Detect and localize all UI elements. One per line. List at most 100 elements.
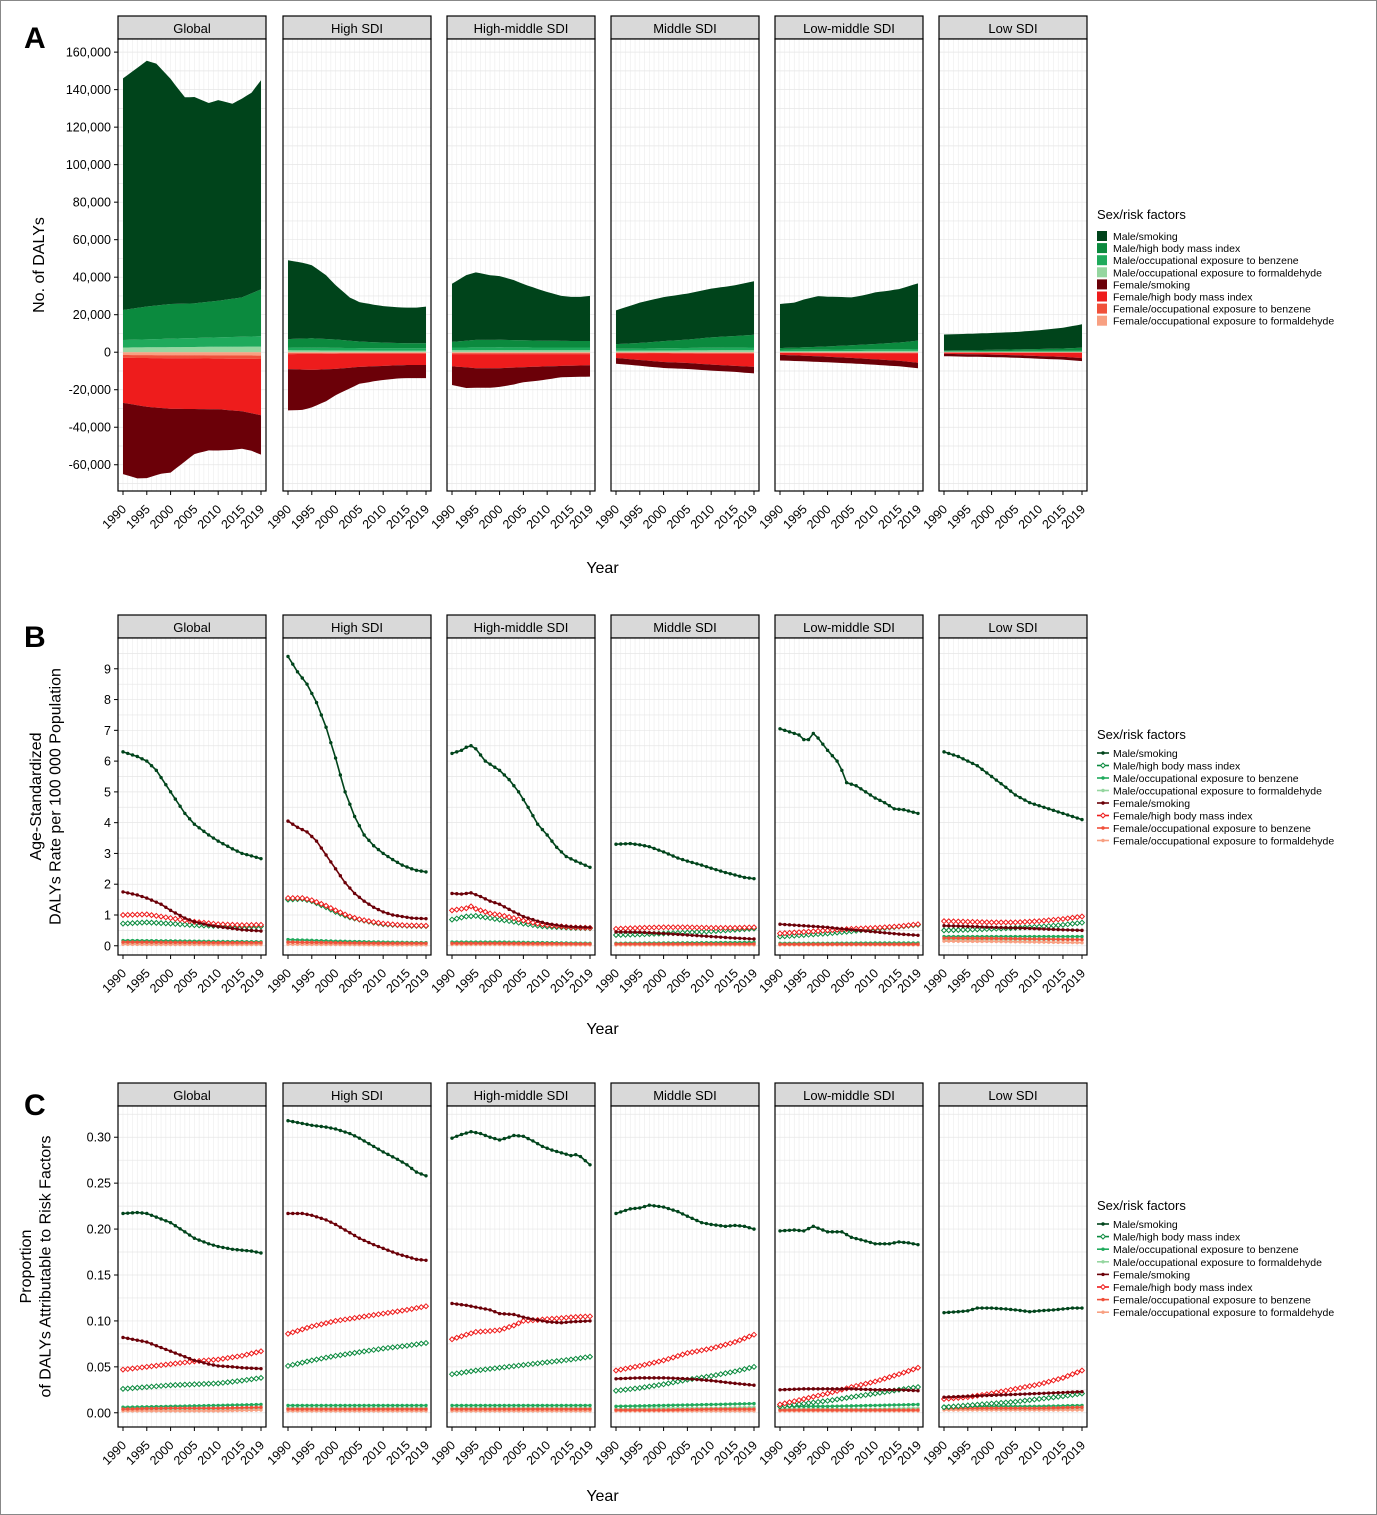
point-female-smoking	[868, 929, 873, 934]
point-male-high-body-mass-index	[505, 917, 513, 925]
point-female-high-body-mass-index	[501, 1325, 508, 1332]
point-male-smoking	[661, 850, 666, 854]
point-female-high-body-mass-index	[736, 1337, 743, 1344]
point-male-smoking	[526, 1136, 530, 1141]
point-male-occupational-exposure-to-benzene	[892, 1403, 896, 1407]
point-female-smoking	[206, 923, 211, 927]
point-female-high-body-mass-index	[356, 1314, 363, 1321]
point-male-smoking	[225, 1246, 230, 1251]
point-male-smoking	[911, 810, 915, 814]
panel-border	[446, 38, 596, 492]
point-female-smoking	[564, 924, 568, 928]
point-female-smoking	[305, 1212, 309, 1217]
point-male-high-body-mass-index	[308, 1357, 315, 1364]
point-male-smoking	[305, 682, 309, 686]
point-female-smoking	[1051, 1391, 1056, 1395]
point-female-occupational-exposure-to-benzene	[1066, 937, 1070, 942]
point-female-smoking	[381, 1246, 385, 1251]
point-male-high-body-mass-index	[800, 1400, 807, 1407]
point-male-smoking	[121, 750, 125, 754]
point-female-occupational-exposure-to-benzene	[787, 942, 792, 946]
point-female-high-body-mass-index	[964, 918, 971, 925]
point-female-smoking	[733, 936, 737, 940]
point-male-high-body-mass-index	[453, 1370, 460, 1377]
point-male-high-body-mass-index	[955, 926, 962, 934]
point-female-occupational-exposure-to-formaldehyde	[197, 1409, 201, 1413]
point-male-smoking	[324, 1125, 328, 1129]
point-female-high-body-mass-index	[284, 894, 292, 902]
point-female-occupational-exposure-to-formaldehyde	[961, 939, 965, 943]
point-female-smoking	[989, 925, 994, 930]
area-female-high-body-mass-index	[780, 353, 918, 363]
point-male-smoking	[507, 777, 511, 782]
point-male-smoking	[975, 764, 980, 768]
point-male-high-body-mass-index	[959, 1402, 967, 1409]
point-female-smoking	[709, 1378, 713, 1383]
point-male-high-body-mass-index	[253, 1375, 260, 1382]
point-male-occupational-exposure-to-benzene	[478, 1403, 483, 1408]
facet-strip-label: Middle SDI	[653, 620, 717, 635]
point-female-occupational-exposure-to-formaldehyde	[1023, 940, 1027, 944]
x-tick-label: 1995	[616, 966, 646, 996]
point-male-high-body-mass-index	[408, 1341, 415, 1349]
point-male-high-body-mass-index	[722, 1370, 729, 1377]
point-male-occupational-exposure-to-benzene	[733, 1402, 737, 1406]
panel-border	[938, 1105, 1088, 1428]
point-male-smoking	[329, 740, 333, 745]
point-female-high-body-mass-index	[181, 1359, 188, 1366]
point-male-smoking	[405, 1163, 409, 1167]
area-male-occupational-exposure-to-benzene	[452, 347, 590, 351]
point-male-smoking	[583, 1158, 587, 1163]
point-female-occupational-exposure-to-benzene	[381, 941, 385, 946]
point-female-occupational-exposure-to-benzene	[783, 1408, 787, 1412]
point-female-high-body-mass-index	[299, 894, 306, 902]
point-male-smoking	[951, 753, 956, 757]
point-female-smoking	[849, 1387, 854, 1391]
point-female-high-body-mass-index	[413, 922, 420, 929]
point-female-smoking	[424, 1258, 428, 1263]
point-female-high-body-mass-index	[627, 1364, 634, 1371]
point-female-occupational-exposure-to-benzene	[545, 1407, 549, 1411]
point-female-smoking	[135, 893, 139, 897]
point-female-occupational-exposure-to-benzene	[574, 1407, 578, 1411]
point-female-high-body-mass-index	[418, 1304, 425, 1311]
point-female-occupational-exposure-to-benzene	[970, 936, 975, 940]
point-male-occupational-exposure-to-benzene	[887, 1403, 892, 1407]
point-female-occupational-exposure-to-benzene	[531, 1407, 535, 1411]
point-male-occupational-exposure-to-benzene	[699, 1402, 704, 1407]
area-female-smoking	[452, 365, 590, 388]
x-tick-label: 1995	[944, 502, 974, 532]
point-male-occupational-exposure-to-benzene	[614, 1404, 618, 1409]
y-tick-label: 100,000	[66, 158, 111, 172]
point-female-smoking	[502, 905, 507, 909]
point-male-occupational-exposure-to-benzene	[911, 1402, 915, 1407]
point-male-occupational-exposure-to-benzene	[835, 1404, 839, 1408]
point-female-occupational-exposure-to-benzene	[254, 940, 258, 945]
point-male-high-body-mass-index	[337, 1351, 344, 1359]
point-female-occupational-exposure-to-benzene	[121, 1407, 125, 1411]
y-tick-label: 0	[104, 939, 111, 953]
point-male-smoking	[892, 1241, 896, 1245]
point-male-occupational-exposure-to-benzene	[1046, 934, 1051, 939]
point-male-high-body-mass-index	[138, 1384, 146, 1391]
y-tick-label: 0.10	[87, 1314, 111, 1328]
point-female-occupational-exposure-to-benzene	[859, 1408, 863, 1412]
point-female-occupational-exposure-to-benzene	[362, 1407, 366, 1411]
point-male-smoking	[906, 809, 911, 813]
point-female-occupational-exposure-to-benzene	[559, 1407, 564, 1411]
panel-label-A: A	[24, 22, 46, 55]
x-axis-title: Year	[586, 1488, 619, 1505]
point-female-high-body-mass-index	[453, 1334, 460, 1341]
point-female-smoking	[245, 928, 249, 932]
point-male-smoking	[488, 1135, 492, 1139]
panel-label-B: B	[24, 621, 46, 654]
point-male-occupational-exposure-to-benzene	[202, 1403, 206, 1408]
point-male-high-body-mass-index	[501, 917, 508, 924]
point-male-smoking	[985, 1306, 989, 1310]
point-female-smoking	[352, 891, 357, 896]
point-male-high-body-mass-index	[486, 1365, 494, 1372]
facet-strip-label: Middle SDI	[653, 1088, 717, 1103]
point-female-smoking	[526, 1316, 530, 1320]
